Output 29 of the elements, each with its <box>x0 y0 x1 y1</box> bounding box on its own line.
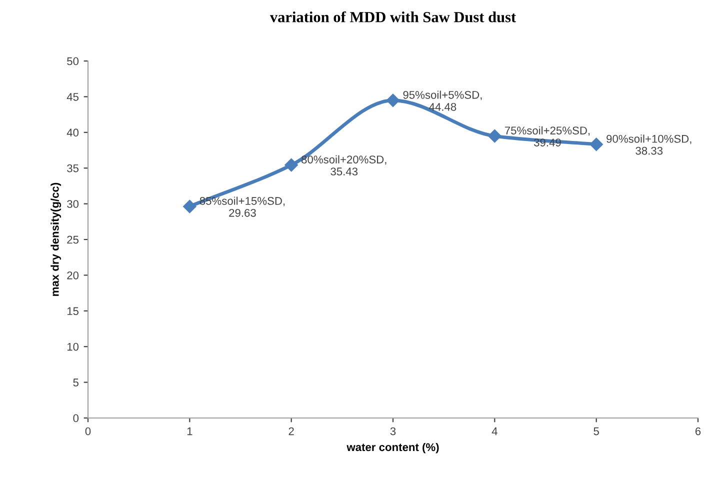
x-tick-label: 0 <box>85 427 91 436</box>
point <box>284 158 298 172</box>
y-tick-label: 20 <box>67 271 79 280</box>
y-tick-label: 5 <box>73 378 79 386</box>
y-tick-label: 40 <box>66 128 79 137</box>
point <box>590 138 603 151</box>
x-tick-label: 6 <box>695 427 701 436</box>
y-tick-label: 25 <box>67 236 79 244</box>
y-tick-label: 45 <box>66 93 79 101</box>
data-label: 95%soil+5%SD, 44.48 <box>403 90 482 111</box>
y-tick-label: 30 <box>67 200 79 208</box>
x-tick-label: 3 <box>390 427 396 436</box>
point <box>183 200 196 214</box>
data-label: 90%soil+10%SD, 38.33 <box>606 134 692 155</box>
data-label: 80%soil+20%SD, 35.43 <box>302 155 386 176</box>
chart-title: variation of MDD with Saw Dust dust <box>270 11 516 22</box>
y-tick-label: 35 <box>67 164 79 172</box>
y-tick-label: 50 <box>67 57 79 66</box>
x-tick-label: 5 <box>594 427 599 436</box>
y-axis-title: max dry density(g/cc) <box>50 182 62 296</box>
y-tick-label: 10 <box>67 342 79 351</box>
x-tick-label: 1 <box>187 427 192 436</box>
x-tick-label: 4 <box>492 427 498 436</box>
point <box>386 94 400 107</box>
y-tick-label: 0 <box>73 414 79 422</box>
x-tick-label: 2 <box>288 427 294 436</box>
y-tick-label: 15 <box>67 307 79 316</box>
point <box>488 129 502 143</box>
x-axis-title: water content (%) <box>346 442 439 454</box>
